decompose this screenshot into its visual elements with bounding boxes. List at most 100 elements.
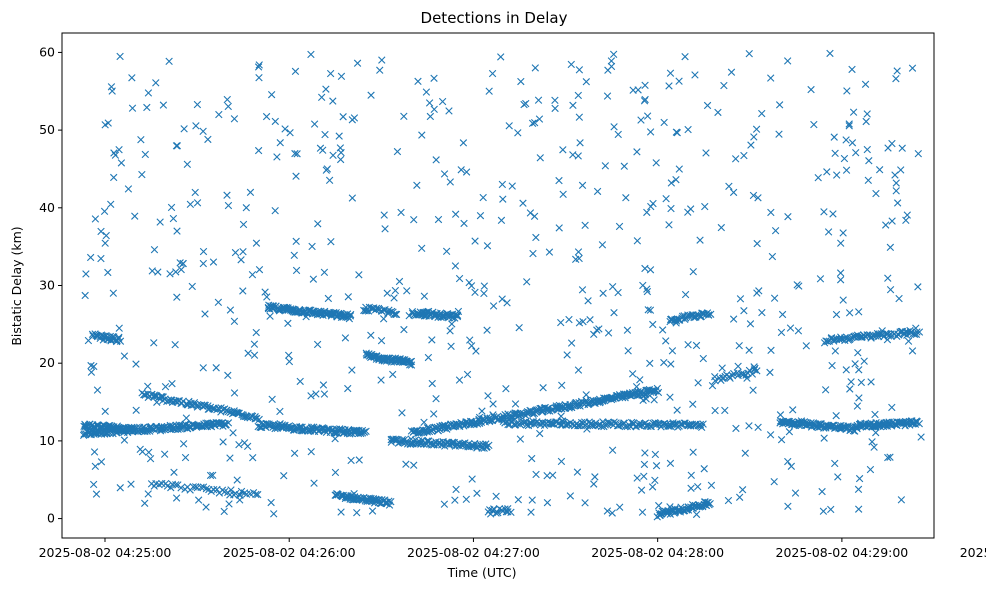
data-point <box>837 239 845 247</box>
data-point <box>897 496 906 504</box>
data-point <box>326 69 335 78</box>
data-point <box>567 60 575 69</box>
data-point <box>310 479 318 487</box>
data-point <box>834 473 842 481</box>
data-point <box>331 468 340 477</box>
data-point <box>430 410 438 418</box>
data-point <box>593 187 602 196</box>
data-point <box>574 152 582 160</box>
data-point <box>892 74 900 83</box>
data-point <box>438 97 447 106</box>
data-point <box>849 108 858 116</box>
data-point <box>428 336 436 344</box>
data-point <box>242 204 250 212</box>
data-point <box>830 133 838 141</box>
data-point <box>786 324 795 332</box>
data-point <box>903 211 911 219</box>
data-point <box>832 411 840 420</box>
data-point <box>766 431 775 439</box>
data-point <box>100 207 109 216</box>
data-point <box>503 299 511 307</box>
data-point <box>842 136 850 144</box>
x-tick-label: 2025-08-02 04:30:00 <box>960 545 986 560</box>
data-point <box>367 91 375 99</box>
data-point <box>436 425 444 434</box>
data-point <box>794 327 803 335</box>
data-point <box>517 418 526 427</box>
data-point <box>255 265 264 274</box>
data-point <box>252 239 261 247</box>
data-point <box>775 101 784 109</box>
data-point <box>124 185 133 193</box>
data-point <box>551 96 559 105</box>
data-point <box>337 72 346 80</box>
data-point <box>179 259 187 268</box>
data-point <box>353 59 362 67</box>
data-point <box>152 79 160 87</box>
data-point <box>314 220 322 228</box>
data-point <box>575 319 584 327</box>
data-point <box>675 77 683 85</box>
data-point <box>410 215 418 224</box>
data-point <box>747 141 755 149</box>
data-point <box>91 462 100 470</box>
y-tick-label: 30 <box>39 278 55 293</box>
data-point <box>426 112 435 121</box>
data-point <box>895 294 903 303</box>
data-point <box>267 498 275 507</box>
data-point <box>767 208 775 217</box>
data-point <box>104 268 112 277</box>
data-point <box>445 107 453 115</box>
data-point <box>915 328 924 336</box>
data-point <box>97 254 105 263</box>
data-point <box>308 242 316 251</box>
data-point <box>847 378 855 386</box>
data-point <box>269 302 278 311</box>
data-point <box>137 135 145 144</box>
data-point <box>824 228 833 236</box>
data-point <box>530 118 539 127</box>
data-point <box>280 472 288 480</box>
data-point <box>707 310 715 318</box>
data-point <box>141 499 149 507</box>
data-point <box>347 456 355 465</box>
data-point <box>102 231 110 240</box>
data-point <box>832 310 841 319</box>
data-point <box>336 144 345 152</box>
data-point <box>660 358 668 367</box>
axis-ticks: 2025-08-02 04:25:00 2025-08-02 04:26:00 20… <box>39 44 986 560</box>
data-point <box>543 498 552 507</box>
data-point <box>632 383 641 391</box>
data-point <box>746 320 755 328</box>
data-point <box>707 481 716 489</box>
data-point <box>368 507 377 515</box>
data-point <box>789 406 797 414</box>
data-point <box>219 438 227 446</box>
data-point <box>658 326 667 334</box>
data-point <box>377 376 385 384</box>
data-point <box>830 335 838 343</box>
data-point <box>457 440 465 448</box>
data-point <box>483 326 491 334</box>
data-point <box>413 181 421 189</box>
data-point <box>191 188 199 197</box>
data-point <box>168 379 176 388</box>
data-point <box>192 122 200 130</box>
data-point <box>263 293 271 301</box>
data-point <box>252 490 260 499</box>
data-point <box>449 438 457 446</box>
data-point <box>841 334 849 342</box>
data-point <box>442 247 451 255</box>
data-point <box>823 168 831 176</box>
data-point <box>692 311 700 319</box>
data-point <box>633 237 642 245</box>
data-point <box>488 69 497 78</box>
data-point <box>360 428 368 436</box>
data-point <box>430 105 438 114</box>
data-point <box>440 500 449 508</box>
data-point <box>156 218 164 226</box>
data-point <box>418 244 426 253</box>
data-point <box>884 274 892 282</box>
data-point <box>391 286 400 295</box>
data-point <box>638 508 647 516</box>
